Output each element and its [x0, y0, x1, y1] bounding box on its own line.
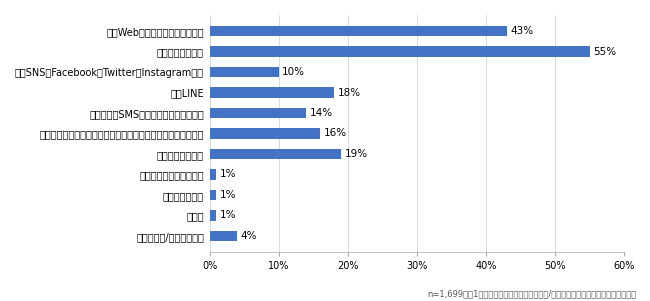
Text: n=1,699（図1の質問に対して、「分からない/答えられない」と回答した人を除く）: n=1,699（図1の質問に対して、「分からない/答えられない」と回答した人を除… [428, 289, 637, 298]
Text: 16%: 16% [324, 129, 346, 138]
Bar [209, 149, 341, 159]
Bar [209, 169, 216, 180]
Bar [209, 190, 216, 200]
Bar [209, 128, 320, 139]
Bar [209, 108, 306, 118]
Bar [209, 231, 237, 241]
Bar [209, 46, 590, 57]
Text: 1%: 1% [220, 169, 237, 179]
Bar [209, 67, 279, 77]
Text: 19%: 19% [344, 149, 367, 159]
Text: 4%: 4% [240, 231, 257, 241]
Text: 1%: 1% [220, 210, 237, 220]
Text: 55%: 55% [593, 47, 616, 57]
Text: 10%: 10% [282, 67, 305, 77]
Bar [209, 26, 507, 36]
Text: 14%: 14% [310, 108, 333, 118]
Text: 43%: 43% [510, 26, 534, 36]
Text: 18%: 18% [337, 88, 361, 98]
Text: 1%: 1% [220, 190, 237, 200]
Bar [209, 87, 334, 98]
Bar [209, 210, 216, 221]
